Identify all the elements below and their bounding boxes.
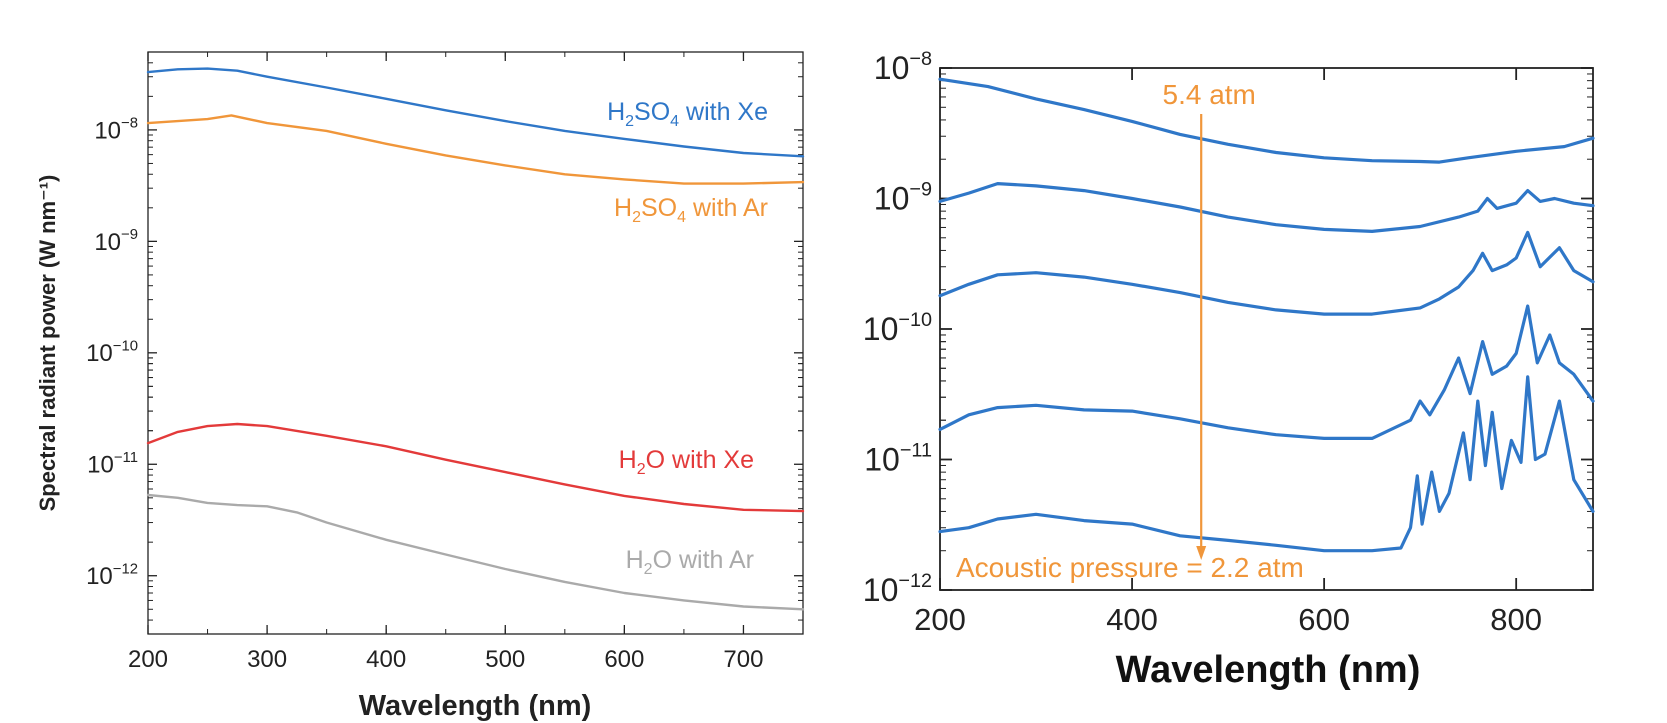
series-label-text: H [619,446,637,474]
series-label: H2SO4 with Ar [614,194,768,226]
series-label-subscript: 2 [625,113,634,130]
right-plot-frame [939,67,1594,591]
series-label-text: O with Xe [646,446,754,474]
y-tick-base: 10 [86,563,113,590]
left-ticks: 200 300 400 500 600 70010−1210−1110−1010−910−… [86,51,804,673]
series-label-text: H [607,98,625,126]
x-tick-label: 700 [723,646,763,673]
right-x-axis-label: Wavelength (nm) [1116,649,1421,691]
y-tick-base: 10 [87,452,114,479]
series-line [938,304,1595,440]
y-tick-exponent: −8 [909,48,932,70]
left-x-axis-label: Wavelength (nm) [359,690,592,722]
series-line [146,67,805,158]
series-label-text: SO [641,194,677,222]
series-line [146,114,805,185]
series-line [938,230,1595,316]
y-tick-base: 10 [863,311,899,347]
x-tick-label: 600 [604,646,644,673]
series-label-text: with Xe [679,98,768,126]
x-tick-label: 200 [128,646,168,673]
y-tick-exponent: −10 [113,338,138,354]
y-tick-exponent: −12 [898,570,932,592]
left-series-group [146,67,805,611]
y-tick-label: 10−8 [94,116,138,145]
y-tick-label: 10−10 [863,309,932,347]
x-tick-label: 300 [247,646,287,673]
series-label-subscript: 2 [644,561,653,578]
annotation-top: 5.4 atm [1163,79,1256,110]
annotation-arrowhead [1196,546,1207,560]
series-label-subscript: 4 [670,113,679,130]
series-line [938,77,1595,164]
y-tick-exponent: −9 [909,178,932,200]
y-tick-label: 10−8 [874,48,932,86]
x-tick-label: 600 [1298,602,1350,637]
series-label-subscript: 2 [637,461,646,478]
x-tick-label: 800 [1490,602,1542,637]
series-line [938,375,1595,553]
x-tick-label: 500 [485,646,525,673]
series-line [146,493,805,611]
y-tick-base: 10 [94,117,121,144]
left-chart-panel: 200 300 400 500 600 70010−1210−1110−1010−910−… [35,51,805,722]
series-label-text: H [614,194,632,222]
y-tick-exponent: −10 [898,309,932,331]
series-line [938,182,1595,233]
y-tick-exponent: −8 [121,116,138,132]
y-tick-base: 10 [86,340,113,367]
y-tick-base: 10 [94,229,121,256]
series-label: H2O with Xe [619,446,754,478]
x-tick-label: 400 [1106,602,1158,637]
series-label-text: SO [634,98,670,126]
y-tick-label: 10−12 [86,561,138,590]
series-label-subscript: 2 [632,209,641,226]
series-label-text: with Ar [686,194,768,222]
series-label-subscript: 4 [677,209,686,226]
x-tick-label: 200 [914,602,966,637]
y-tick-label: 10−9 [94,227,138,256]
y-tick-label: 10−11 [87,450,138,479]
annotation-bottom: Acoustic pressure = 2.2 atm [956,552,1304,583]
right-series-group [938,77,1595,553]
series-label: H2O with Ar [626,546,754,578]
y-tick-base: 10 [874,181,910,217]
y-tick-label: 10−12 [863,570,932,608]
y-tick-exponent: −12 [113,561,138,577]
y-tick-exponent: −11 [900,439,932,461]
right-annotations: 5.4 atm Acoustic pressure = 2.2 atm [956,79,1304,583]
y-tick-exponent: −9 [121,227,138,243]
left-plot-frame [147,51,804,635]
x-tick-label: 400 [366,646,406,673]
y-tick-base: 10 [864,442,900,478]
y-tick-exponent: −11 [114,450,138,466]
y-tick-label: 10−11 [864,439,932,477]
y-tick-label: 10−10 [86,338,138,367]
series-label: H2SO4 with Xe [607,98,768,130]
y-tick-label: 10−9 [874,178,932,216]
series-line [146,422,805,513]
y-tick-base: 10 [863,572,899,608]
y-tick-base: 10 [874,50,910,86]
series-label-text: H [626,546,644,574]
left-y-axis-label: Spectral radiant power (W nm⁻¹) [35,175,60,512]
series-label-text: O with Ar [653,546,754,574]
